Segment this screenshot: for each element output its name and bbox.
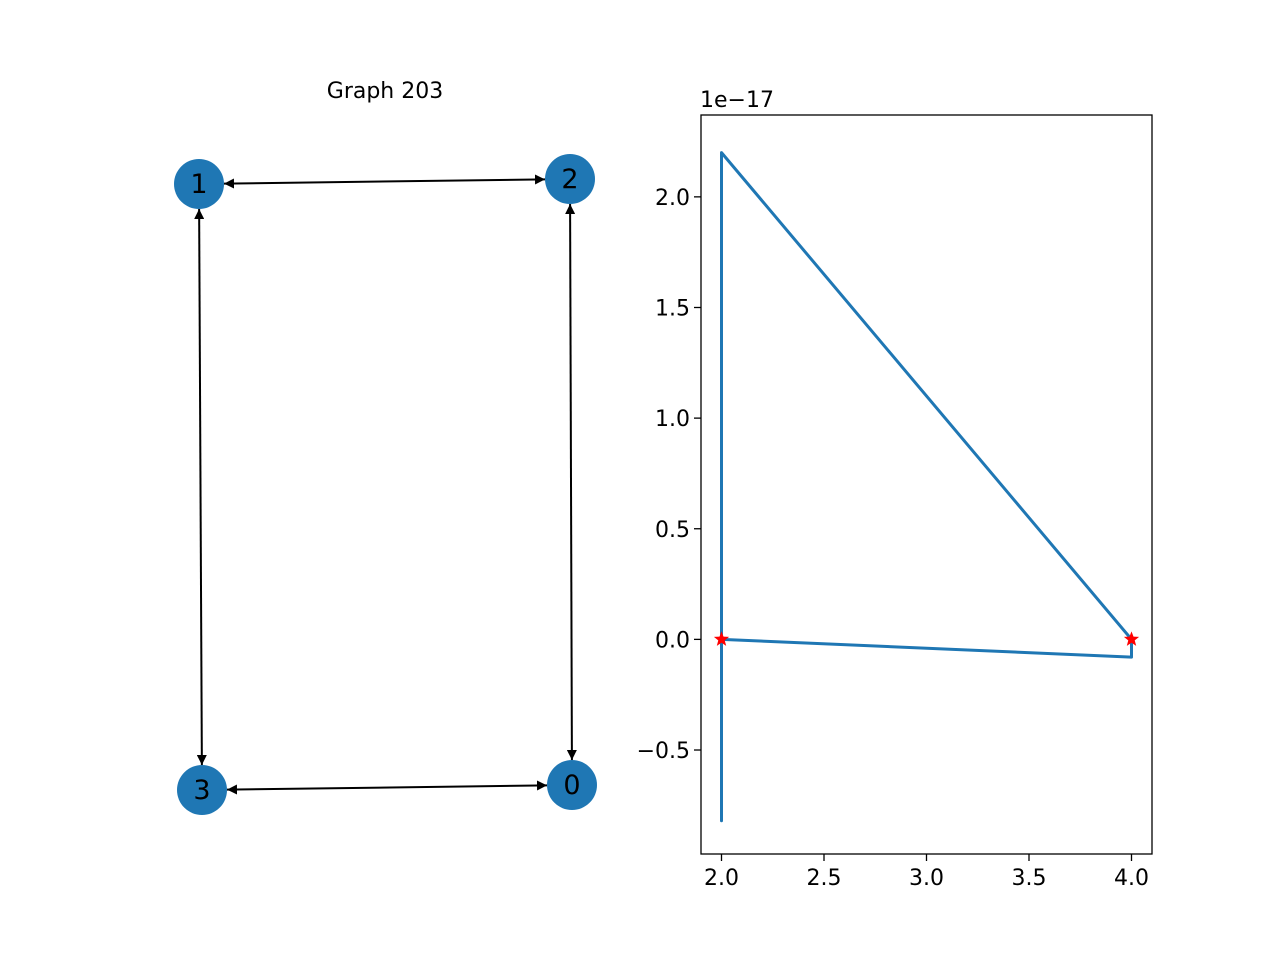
graph-title: Graph 203 — [327, 79, 443, 104]
graph-node-label: 1 — [190, 169, 207, 200]
graph-node-3: 3 — [177, 765, 227, 815]
x-tick-label: 3.5 — [1012, 866, 1047, 891]
x-axis: 2.0 2.5 3.0 3.5 4.0 — [704, 854, 1149, 891]
x-tick-label: 2.0 — [704, 866, 739, 891]
graph-panel: Graph 203 0 1 2 3 — [174, 79, 597, 815]
x-tick-label: 2.5 — [807, 866, 842, 891]
graph-edge-3-0 — [226, 780, 548, 795]
graph-node-circle — [547, 760, 597, 810]
x-tick-label: 3.0 — [909, 866, 944, 891]
graph-node-2: 2 — [545, 154, 595, 204]
plot-frame — [700, 114, 1153, 855]
graph-node-1: 1 — [174, 159, 224, 209]
graph-edge-1-3 — [194, 208, 207, 766]
graph-node-0: 0 — [547, 760, 597, 810]
chart-panel: 1e−17 2.0 2.5 3.0 3.5 4.0 −0.5 0.0 0.5 1.0 1.5 2.… — [637, 88, 1153, 891]
series-line-0 — [720, 151, 1133, 823]
graph-node-circle — [174, 159, 224, 209]
y-axis: −0.5 0.0 0.5 1.0 1.5 2.0 — [637, 186, 701, 764]
graph-node-label: 0 — [563, 770, 580, 801]
graph-node-circle — [545, 154, 595, 204]
y-tick-label: 1.0 — [655, 407, 690, 432]
chart-series — [720, 151, 1133, 823]
y-tick-label: 1.5 — [655, 296, 690, 321]
graph-nodes: 0 1 2 3 — [174, 154, 597, 815]
y-offset-label: 1e−17 — [700, 88, 774, 113]
y-tick-label: 0.5 — [655, 518, 690, 543]
marker-star-0 — [713, 631, 730, 646]
x-tick-label: 4.0 — [1114, 866, 1149, 891]
graph-node-circle — [177, 765, 227, 815]
y-tick-label: 2.0 — [655, 186, 690, 211]
graph-edge-1-2 — [223, 174, 546, 189]
chart-markers — [713, 631, 1140, 646]
graph-node-label: 2 — [561, 164, 578, 195]
marker-star-1 — [1123, 631, 1140, 646]
graph-edge-2-0 — [565, 203, 577, 761]
y-tick-label: −0.5 — [637, 739, 690, 764]
y-tick-label: 0.0 — [655, 628, 690, 653]
graph-edges — [194, 174, 577, 795]
graph-node-label: 3 — [193, 775, 210, 806]
